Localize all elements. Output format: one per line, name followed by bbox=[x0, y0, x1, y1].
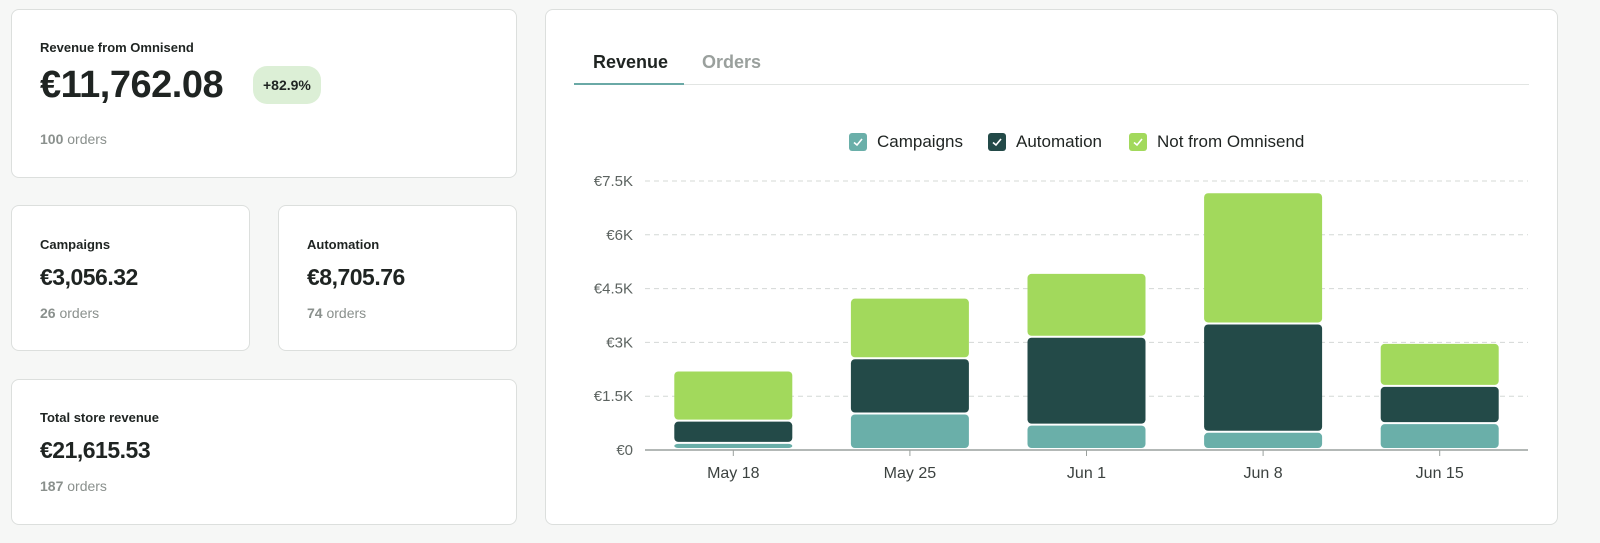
revenue-chart: €0 €1.5K €3K €4.5K €6K €7.5K May 18 May 25 Jun 1… bbox=[594, 173, 1528, 482]
bar-segment-automation[interactable] bbox=[674, 421, 793, 442]
legend-not-from-omnisend[interactable]: Not from Omnisend bbox=[1129, 132, 1304, 152]
tabs-divider bbox=[574, 84, 1529, 85]
bar-segment-not-from-omnisend[interactable] bbox=[850, 298, 969, 358]
total-orders: 187 orders bbox=[40, 478, 107, 494]
automation-label: Automation bbox=[307, 237, 380, 252]
total-revenue-card: Total store revenue €21,615.53 187 order… bbox=[11, 379, 517, 525]
bar-segment-not-from-omnisend[interactable] bbox=[1027, 273, 1146, 336]
change-badge: +82.9% bbox=[253, 66, 321, 104]
legend-automation-label: Automation bbox=[1016, 132, 1102, 151]
total-orders-word: orders bbox=[67, 478, 107, 494]
checkbox-icon bbox=[1129, 133, 1147, 151]
omnisend-revenue-card: Revenue from Omnisend €11,762.08 +82.9% … bbox=[11, 9, 517, 178]
bar-segment-campaigns[interactable] bbox=[1027, 425, 1146, 448]
x-tick-label: Jun 15 bbox=[1416, 465, 1464, 482]
x-tick-label: Jun 1 bbox=[1067, 465, 1106, 482]
automation-orders-word: orders bbox=[326, 305, 367, 321]
bar-segment-campaigns[interactable] bbox=[850, 414, 969, 448]
bar-segment-not-from-omnisend[interactable] bbox=[1380, 343, 1499, 385]
total-revenue-label: Total store revenue bbox=[40, 410, 159, 425]
campaigns-orders-count: 26 bbox=[40, 305, 56, 321]
campaigns-label: Campaigns bbox=[40, 237, 111, 252]
tab-orders[interactable]: Orders bbox=[702, 52, 762, 72]
x-tick-label: May 18 bbox=[707, 465, 760, 482]
total-orders-count: 187 bbox=[40, 478, 64, 494]
y-tick-label: €3K bbox=[606, 334, 633, 351]
bar-segment-campaigns[interactable] bbox=[674, 443, 793, 448]
active-tab-indicator bbox=[574, 83, 684, 85]
automation-card: Automation €8,705.76 74 orders bbox=[278, 205, 517, 351]
campaigns-orders: 26 orders bbox=[40, 305, 99, 321]
bar-segment-not-from-omnisend[interactable] bbox=[1204, 193, 1323, 323]
bar-segment-not-from-omnisend[interactable] bbox=[674, 371, 793, 420]
chart-card: Revenue Orders Campaigns Automation Not … bbox=[545, 9, 1558, 525]
checkbox-icon bbox=[849, 133, 867, 151]
campaigns-value: €3,056.32 bbox=[40, 264, 138, 290]
automation-orders: 74 orders bbox=[307, 305, 366, 321]
legend-campaigns-label: Campaigns bbox=[877, 132, 963, 151]
y-tick-label: €4.5K bbox=[594, 281, 633, 298]
bar-segment-automation[interactable] bbox=[1380, 386, 1499, 423]
tab-revenue[interactable]: Revenue bbox=[593, 52, 669, 72]
bar-segment-campaigns[interactable] bbox=[1204, 432, 1323, 448]
total-revenue-value: €21,615.53 bbox=[40, 437, 151, 463]
x-tick-label: May 25 bbox=[884, 465, 937, 482]
y-tick-label: €1.5K bbox=[594, 388, 633, 405]
checkbox-icon bbox=[988, 133, 1006, 151]
omnisend-orders-count: 100 bbox=[40, 131, 64, 147]
automation-orders-count: 74 bbox=[307, 305, 323, 321]
bar-segment-automation[interactable] bbox=[1204, 324, 1323, 431]
omnisend-revenue-label: Revenue from Omnisend bbox=[40, 40, 194, 55]
omnisend-orders-word: orders bbox=[67, 131, 107, 147]
bar-segment-campaigns[interactable] bbox=[1380, 424, 1499, 448]
omnisend-revenue-value: €11,762.08 bbox=[40, 64, 224, 106]
legend-not-from-omnisend-label: Not from Omnisend bbox=[1157, 132, 1305, 151]
x-tick-label: Jun 8 bbox=[1244, 465, 1283, 482]
automation-value: €8,705.76 bbox=[307, 264, 405, 290]
y-tick-label: €0 bbox=[616, 442, 633, 459]
campaigns-card: Campaigns €3,056.32 26 orders bbox=[11, 205, 250, 351]
y-tick-label: €6K bbox=[606, 227, 633, 244]
legend-automation[interactable]: Automation bbox=[988, 132, 1102, 152]
legend-campaigns[interactable]: Campaigns bbox=[849, 132, 963, 152]
y-tick-label: €7.5K bbox=[594, 173, 633, 190]
campaigns-orders-word: orders bbox=[59, 305, 100, 321]
bar-segment-automation[interactable] bbox=[1027, 337, 1146, 424]
omnisend-orders: 100 orders bbox=[40, 131, 107, 147]
bar-segment-automation[interactable] bbox=[850, 359, 969, 413]
